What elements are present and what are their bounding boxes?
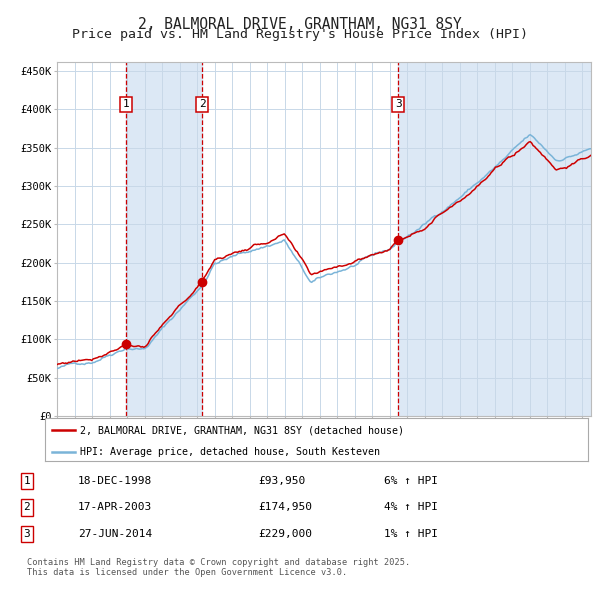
Text: 18-DEC-1998: 18-DEC-1998 <box>78 476 152 486</box>
Text: 17-APR-2003: 17-APR-2003 <box>78 503 152 512</box>
Text: Price paid vs. HM Land Registry's House Price Index (HPI): Price paid vs. HM Land Registry's House … <box>72 28 528 41</box>
Text: 2: 2 <box>23 503 31 512</box>
Text: Contains HM Land Registry data © Crown copyright and database right 2025.
This d: Contains HM Land Registry data © Crown c… <box>27 558 410 577</box>
Text: 1% ↑ HPI: 1% ↑ HPI <box>384 529 438 539</box>
Text: 2: 2 <box>199 100 206 109</box>
Text: 6% ↑ HPI: 6% ↑ HPI <box>384 476 438 486</box>
Text: 2, BALMORAL DRIVE, GRANTHAM, NG31 8SY: 2, BALMORAL DRIVE, GRANTHAM, NG31 8SY <box>138 17 462 31</box>
Text: £229,000: £229,000 <box>258 529 312 539</box>
Text: 2, BALMORAL DRIVE, GRANTHAM, NG31 8SY (detached house): 2, BALMORAL DRIVE, GRANTHAM, NG31 8SY (d… <box>80 425 404 435</box>
Text: 4% ↑ HPI: 4% ↑ HPI <box>384 503 438 512</box>
Text: 1: 1 <box>23 476 31 486</box>
Text: 27-JUN-2014: 27-JUN-2014 <box>78 529 152 539</box>
Text: 3: 3 <box>395 100 401 109</box>
Bar <box>398 62 591 416</box>
Text: 3: 3 <box>23 529 31 539</box>
Text: 1: 1 <box>123 100 130 109</box>
Text: HPI: Average price, detached house, South Kesteven: HPI: Average price, detached house, Sout… <box>80 447 380 457</box>
Text: £93,950: £93,950 <box>258 476 305 486</box>
Text: £174,950: £174,950 <box>258 503 312 512</box>
Bar <box>127 62 202 416</box>
